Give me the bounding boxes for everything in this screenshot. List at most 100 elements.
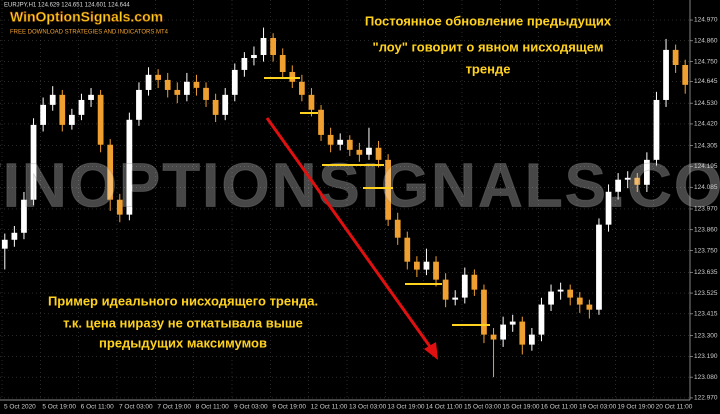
candle-body <box>97 94 104 145</box>
candle-body <box>529 334 535 345</box>
candle-body <box>519 321 526 345</box>
candle-body <box>116 199 123 215</box>
y-tick-label: 123.190 <box>694 353 718 360</box>
candle-body <box>404 237 411 262</box>
candle-body <box>356 149 363 155</box>
annotation: Пример идеального нисходящего тренда. <box>48 293 318 308</box>
candle-body <box>164 79 171 90</box>
candle-body <box>557 289 564 292</box>
candle-body <box>241 58 248 70</box>
annotation: Постоянное обновление предыдущих <box>365 13 612 28</box>
x-tick-label: 12 Oct 11:00 <box>311 404 348 411</box>
logo-subtitle: FREE DOWNLOAD STRATEGIES AND INDICATORS … <box>10 30 169 36</box>
candle-body <box>21 199 27 233</box>
candle-body <box>203 87 209 100</box>
x-tick-label: 16 Oct 11:00 <box>541 404 578 411</box>
candle-body <box>184 81 190 95</box>
candle-body <box>49 94 56 105</box>
candle-body <box>1 239 8 249</box>
candle-body <box>59 94 66 125</box>
candle-body <box>375 147 382 160</box>
candle-body <box>212 99 219 115</box>
candle-body <box>346 139 353 150</box>
x-tick-label: 5 Oct 19:00 <box>42 404 76 411</box>
watermark: WINOPTIONSIGNALS.COM <box>0 151 720 220</box>
candle-body <box>490 334 497 340</box>
candle-body <box>682 64 689 85</box>
y-tick-label: 124.085 <box>694 184 718 191</box>
candle-body <box>672 49 679 65</box>
y-tick-label: 123.635 <box>694 269 718 276</box>
x-tick-label: 8 Oct 11:00 <box>196 404 230 411</box>
candle-body <box>222 94 229 115</box>
x-tick-label: 13 Oct 03:00 <box>349 404 387 411</box>
y-tick-label: 124.750 <box>694 58 718 65</box>
candle-body <box>193 81 200 88</box>
candle-body <box>586 304 593 310</box>
candle-body <box>423 261 430 270</box>
annotation: предыдущих максимумов <box>99 335 267 350</box>
candle-body <box>461 274 468 298</box>
candle-body <box>78 99 85 115</box>
x-tick-label: 14 Oct 11:00 <box>426 404 463 411</box>
x-tick-label: 7 Oct 03:00 <box>119 404 153 411</box>
candle-body <box>605 191 612 225</box>
y-tick-label: 124.195 <box>694 163 718 170</box>
candle-body <box>337 139 344 145</box>
candle-body <box>299 81 305 95</box>
candle-body <box>596 224 602 310</box>
candle-body <box>385 159 391 220</box>
x-tick-label: 9 Oct 03:00 <box>234 404 268 411</box>
y-tick-label: 123.860 <box>694 226 718 233</box>
candle-body <box>136 89 142 120</box>
candle-body <box>231 69 238 95</box>
candle-body <box>538 304 545 335</box>
candle-body <box>653 99 660 160</box>
candle-body <box>88 94 94 100</box>
x-tick-label: 13 Oct 19:00 <box>387 404 425 411</box>
x-tick-label: 15 Oct 03:00 <box>464 404 502 411</box>
candle-body <box>260 37 267 55</box>
candle-body <box>394 219 401 238</box>
level-lines <box>264 77 490 326</box>
candle-body <box>30 124 37 200</box>
x-tick-label: 6 Oct 11:00 <box>81 404 115 411</box>
candle-body <box>442 279 449 300</box>
candle-body <box>500 324 506 340</box>
candle-body <box>481 289 487 335</box>
y-tick-label: 123.080 <box>694 374 718 381</box>
candle-body <box>155 74 161 80</box>
candle-body <box>40 104 46 125</box>
candle-body <box>270 37 276 55</box>
candle-body <box>615 179 621 192</box>
annotation: тренде <box>466 61 511 76</box>
candle-body <box>576 297 583 305</box>
x-tick-label: 5 Oct 2020 <box>4 404 36 411</box>
candle-body <box>107 144 114 200</box>
candle-body <box>567 289 574 298</box>
y-tick-label: 123.750 <box>694 247 718 254</box>
candle-body <box>11 232 18 240</box>
trend-arrow <box>265 117 438 360</box>
candle-body <box>663 49 669 100</box>
candle-body <box>452 297 459 300</box>
candle-body <box>433 261 439 280</box>
candle-body <box>634 177 641 185</box>
candle-body <box>318 109 324 135</box>
y-tick-label: 124.420 <box>694 121 718 128</box>
y-tick-label: 124.645 <box>694 78 718 85</box>
candle-body <box>644 159 650 185</box>
candle-body <box>289 71 296 82</box>
x-tick-label: 20 Oct 11:00 <box>656 404 693 411</box>
candle-body <box>251 54 257 59</box>
candle-body <box>366 147 372 155</box>
y-tick-label: 124.530 <box>694 100 718 107</box>
candle-body <box>624 177 631 180</box>
y-tick-label: 122.970 <box>694 395 718 402</box>
candle-body <box>308 94 315 110</box>
annotation: "лоу" говорит о явном нисходящем <box>373 39 604 54</box>
symbol-info: EURJPY,H1 124.629 124.651 124.601 124.64… <box>4 3 130 9</box>
candle-body <box>414 261 420 270</box>
x-tick-label: 19 Oct 19:00 <box>617 404 655 411</box>
